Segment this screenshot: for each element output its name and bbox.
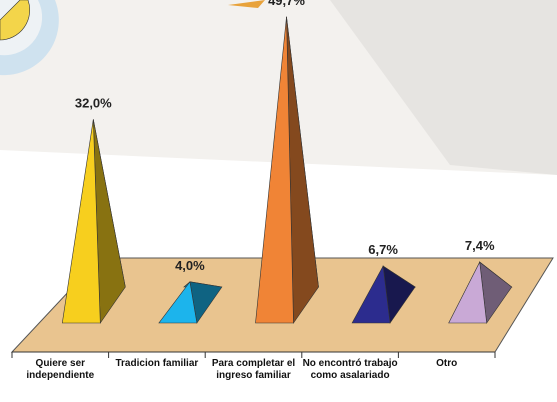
value-label: 7,4% (465, 238, 495, 253)
value-label: 32,0% (75, 95, 112, 110)
x-tick-label: Para completar el ingreso familiar (204, 358, 304, 382)
value-label: 4,0% (175, 258, 205, 273)
decor-band (330, 0, 557, 175)
decor-arrow (228, 0, 265, 8)
x-tick-label: Quiere ser independiente (10, 358, 110, 382)
chart: 32,0% 4,0% 49,7% 6,7% 7,4% (0, 0, 557, 402)
x-tick-label: Tradicion familiar (107, 358, 207, 370)
value-label: 6,7% (368, 242, 398, 257)
page: 32,0% 4,0% 49,7% 6,7% 7,4% Quiere ser indepe… (0, 0, 557, 402)
value-label: 49,7% (268, 0, 305, 8)
x-tick-label: No encontró trabajo como asalariado (300, 358, 400, 382)
x-tick-label: Otro (397, 358, 497, 370)
